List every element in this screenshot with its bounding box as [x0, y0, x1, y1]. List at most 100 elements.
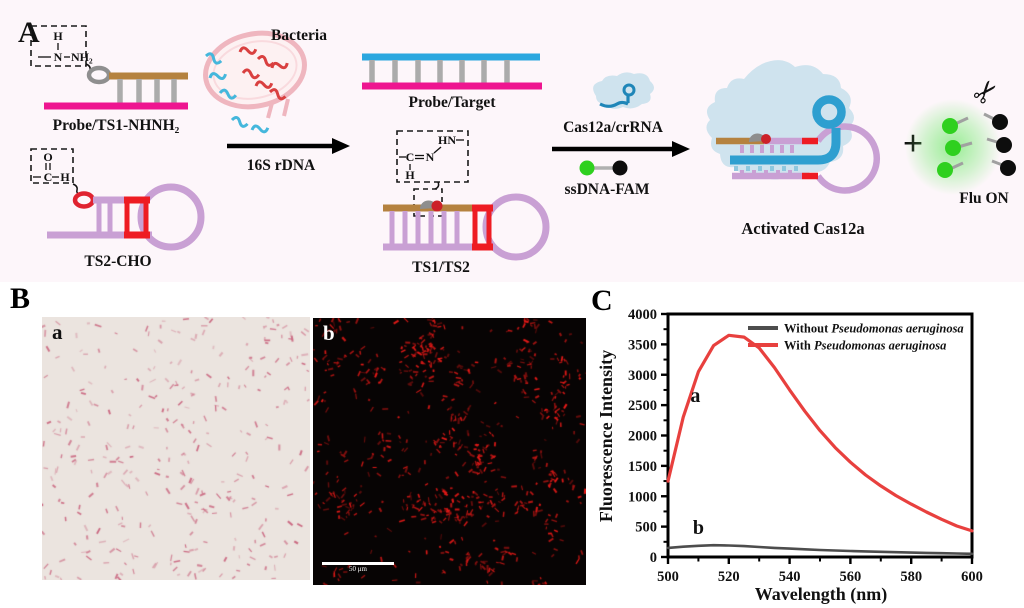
quencher-icon: [612, 160, 628, 176]
aldehyde-dashed-box: [30, 148, 74, 184]
hydrazine-n: N: [54, 50, 63, 64]
bacteria-cell: [203, 30, 307, 110]
scale-bar-line: [322, 562, 394, 565]
aldehyde-o: O: [43, 150, 52, 164]
probe-ts1-label: Probe/TS1-NHNH₂: [53, 117, 180, 134]
micrograph-a-image: [42, 317, 310, 580]
hydrazone-hn: HN: [438, 133, 456, 147]
probe-target-label: Probe/Target: [409, 94, 497, 111]
quencher-icon: [1000, 160, 1016, 176]
hydrazone-n: N: [426, 150, 435, 164]
probe-ts1-duplex: Probe/TS1-NHNH₂: [44, 65, 188, 134]
x-tick-label: 600: [961, 569, 983, 585]
aldehyde-c: C: [44, 170, 53, 184]
hairpin-loop: [815, 123, 880, 194]
scale-bar: 50 μm: [322, 562, 394, 573]
arrow-head: [672, 141, 690, 157]
conjugation-dashed-box: [413, 188, 443, 217]
ts2-hairpin: TS2-CHO: [47, 183, 205, 270]
x-tick-label: 500: [657, 569, 679, 585]
micrograph-b-label: b: [323, 321, 335, 345]
quencher-icon: [996, 137, 1012, 153]
hydrazone-dashed-box: [396, 130, 469, 183]
series-line-1: [666, 333, 974, 533]
hairpin-loop: [137, 183, 205, 251]
cell-neck: [266, 102, 274, 119]
hydrazone-bond-icon: [431, 200, 443, 212]
legend-label-1: With Pseudomonas aeruginosa: [784, 339, 946, 353]
x-tick-label: 580: [900, 569, 922, 585]
y-axis-title: Fluorescence Intensity: [598, 350, 616, 522]
x-tick-label: 520: [718, 569, 740, 585]
bacteria-group: Bacteria: [203, 27, 327, 135]
x-axis-title: Wavelength (nm): [755, 584, 888, 605]
x-tick-label: 540: [779, 569, 801, 585]
crRNA-strand: [599, 100, 629, 108]
scale-bar-text: 50 μm: [349, 565, 367, 573]
micrograph-a-label: a: [52, 320, 63, 344]
fam-dye-icon: [942, 118, 958, 134]
x-tick-label: 560: [840, 569, 862, 585]
fluorescence-on-group: + ✂ Flu ON: [903, 72, 1016, 207]
hydrazine-dashed-box: [30, 25, 87, 67]
fam-dye-icon: [579, 160, 595, 176]
hydrazone-bond-icon: [761, 134, 771, 144]
panel-b-label: B: [10, 282, 31, 315]
cell-neck: [282, 98, 290, 117]
aldehyde-ring-icon: [72, 191, 96, 209]
fam-dye-icon: [937, 162, 953, 178]
micrograph-a: a: [42, 317, 310, 580]
y-tick-label: 4000: [628, 307, 657, 323]
cas12a-label: Cas12a/crRNA: [563, 119, 664, 136]
y-tick-label: 1500: [628, 459, 657, 475]
y-tick-label: 2500: [628, 398, 657, 414]
activated-cas12a-group: Activated Cas12a: [706, 60, 880, 238]
bacteria-label: Bacteria: [271, 27, 327, 44]
hairpin-loop: [482, 193, 550, 261]
aldehyde-group: O C H: [30, 148, 81, 196]
hydrazone-group: HN C N H: [396, 130, 469, 217]
activated-cas12a-label: Activated Cas12a: [741, 219, 864, 238]
y-tick-label: 3500: [628, 337, 657, 353]
series-line-0: [666, 543, 974, 556]
hydrazine-h: H: [53, 29, 63, 43]
panel-a-schematic: A H N NH₂ Probe/TS1-NHNH₂ O: [0, 0, 1024, 282]
crRNA-loop: [812, 95, 846, 129]
hydrazone-h: H: [405, 168, 415, 182]
probe-target-duplex: Probe/Target: [362, 53, 542, 111]
y-tick-label: 0: [650, 550, 657, 566]
fam-dye-icon: [945, 140, 961, 156]
aldehyde-h: H: [60, 170, 70, 184]
ts2-cho-label: TS2-CHO: [84, 253, 151, 270]
ts1-ts2-assembly: TS1/TS2: [383, 193, 550, 276]
hydrazide-ring-icon: [86, 65, 112, 85]
ssdna-fam-label: ssDNA-FAM: [565, 181, 650, 198]
panel-c-label: C: [591, 284, 613, 317]
micrograph-b: b 50 μm: [313, 318, 586, 585]
y-tick-label: 1000: [628, 489, 657, 505]
arrow-head: [332, 138, 350, 154]
y-tick-label: 3000: [628, 368, 657, 384]
arrow1-label: 16S rDNA: [247, 157, 316, 174]
ts1-ts2-label: TS1/TS2: [412, 259, 470, 276]
y-tick-label: 500: [635, 520, 657, 536]
crRNA-loop: [622, 83, 636, 97]
target-dna-strand: [730, 128, 841, 165]
curve-annotation-a: a: [690, 385, 700, 407]
panel-a-label: A: [18, 16, 40, 49]
panel-c-chart: Wavelength (nm) Fluorescence Intensity 5…: [598, 307, 983, 605]
bacteria-cell-inner: [212, 40, 298, 100]
curve-annotation-b: b: [693, 517, 704, 539]
bond: [433, 146, 442, 154]
hydrazone-c: C: [406, 150, 415, 164]
quencher-icon: [992, 114, 1008, 130]
y-tick-label: 2000: [628, 429, 657, 445]
cas12a-group: Cas12a/crRNA ssDNA-FAM: [552, 72, 690, 198]
legend-label-0: Without Pseudomonas aeruginosa: [784, 322, 964, 336]
flu-on-label: Flu ON: [959, 190, 1009, 207]
micrograph-b-image: [313, 318, 586, 585]
reaction-arrow-1: 16S rDNA: [227, 138, 350, 174]
hydrazine-nh2: NH₂: [71, 50, 93, 64]
panel-a-background: [0, 0, 1024, 282]
